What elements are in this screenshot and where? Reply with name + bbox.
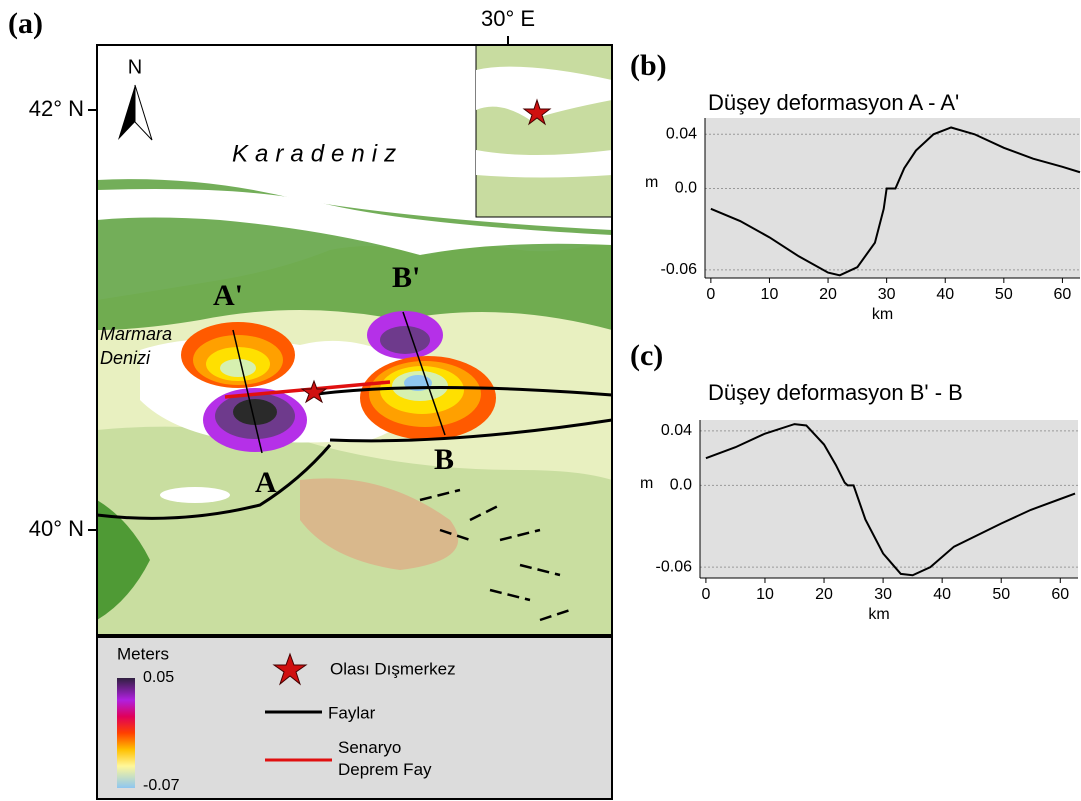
profile-label: A': [213, 279, 243, 312]
panel-label: (a): [8, 7, 43, 40]
y-tick-label: 0.0: [670, 477, 692, 494]
legend-label: Olası Dışmerkez: [330, 659, 456, 678]
lat-label: 40° N: [29, 516, 84, 541]
plot-area: [705, 118, 1080, 278]
x-tick-label: 0: [706, 286, 715, 303]
x-tick-label: 10: [761, 286, 779, 303]
x-axis-label: km: [872, 306, 893, 323]
x-tick-label: 50: [995, 286, 1013, 303]
lake: [160, 487, 230, 503]
legend-label: Senaryo Deprem Fay: [338, 737, 448, 781]
colorbar: [117, 678, 135, 788]
sea-label: Marmara Denizi: [100, 322, 180, 370]
x-tick-label: 20: [815, 586, 833, 603]
sea-label: Karadeniz: [232, 140, 403, 167]
figure: (a) 30° E 42° N 40° N N Karadeniz Marmar…: [0, 0, 1081, 801]
north-label: N: [128, 56, 142, 78]
x-tick-label: 30: [878, 286, 896, 303]
profile-label: A: [255, 466, 277, 499]
y-tick-label: 0.04: [666, 125, 697, 142]
charts: (b)Düşey deformasyon A - A'-0.060.00.040…: [630, 49, 1080, 623]
x-tick-label: 20: [819, 286, 837, 303]
y-axis-label: m: [640, 475, 653, 492]
x-tick-label: 10: [756, 586, 774, 603]
x-tick-label: 60: [1051, 586, 1069, 603]
lon-label: 30° E: [481, 6, 535, 31]
x-tick-label: 50: [992, 586, 1010, 603]
chart-title: Düşey deformasyon A - A': [708, 90, 959, 115]
plot-area: [700, 420, 1078, 578]
y-tick-label: -0.06: [656, 558, 693, 575]
legend-title: Meters: [117, 644, 169, 663]
x-tick-label: 40: [936, 286, 954, 303]
panel-label: (b): [630, 49, 667, 82]
profile-label: B': [392, 261, 420, 294]
profile-label: B: [434, 443, 454, 476]
legend-label-box: Senaryo Deprem Fay: [338, 737, 518, 787]
lat-label: 42° N: [29, 96, 84, 121]
x-tick-label: 30: [874, 586, 892, 603]
map: (a) 30° E 42° N 40° N N Karadeniz Marmar…: [8, 6, 612, 635]
legend: Meters 0.05 -0.07 Olası Dışmerkez Faylar…: [97, 637, 612, 799]
colorbar-label: -0.07: [143, 777, 180, 794]
x-tick-label: 60: [1054, 286, 1072, 303]
y-tick-label: 0.0: [675, 180, 697, 197]
x-tick-label: 40: [933, 586, 951, 603]
y-axis-label: m: [645, 174, 658, 191]
legend-label: Faylar: [328, 703, 376, 722]
y-tick-label: -0.06: [661, 261, 698, 278]
sea-label-box: Marmara Denizi: [100, 322, 180, 378]
x-tick-label: 0: [701, 586, 710, 603]
colorbar-label: 0.05: [143, 669, 174, 686]
y-tick-label: 0.04: [661, 422, 692, 439]
panel-label: (c): [630, 339, 663, 372]
x-axis-label: km: [868, 606, 889, 623]
chart-title: Düşey deformasyon B' - B: [708, 380, 963, 405]
